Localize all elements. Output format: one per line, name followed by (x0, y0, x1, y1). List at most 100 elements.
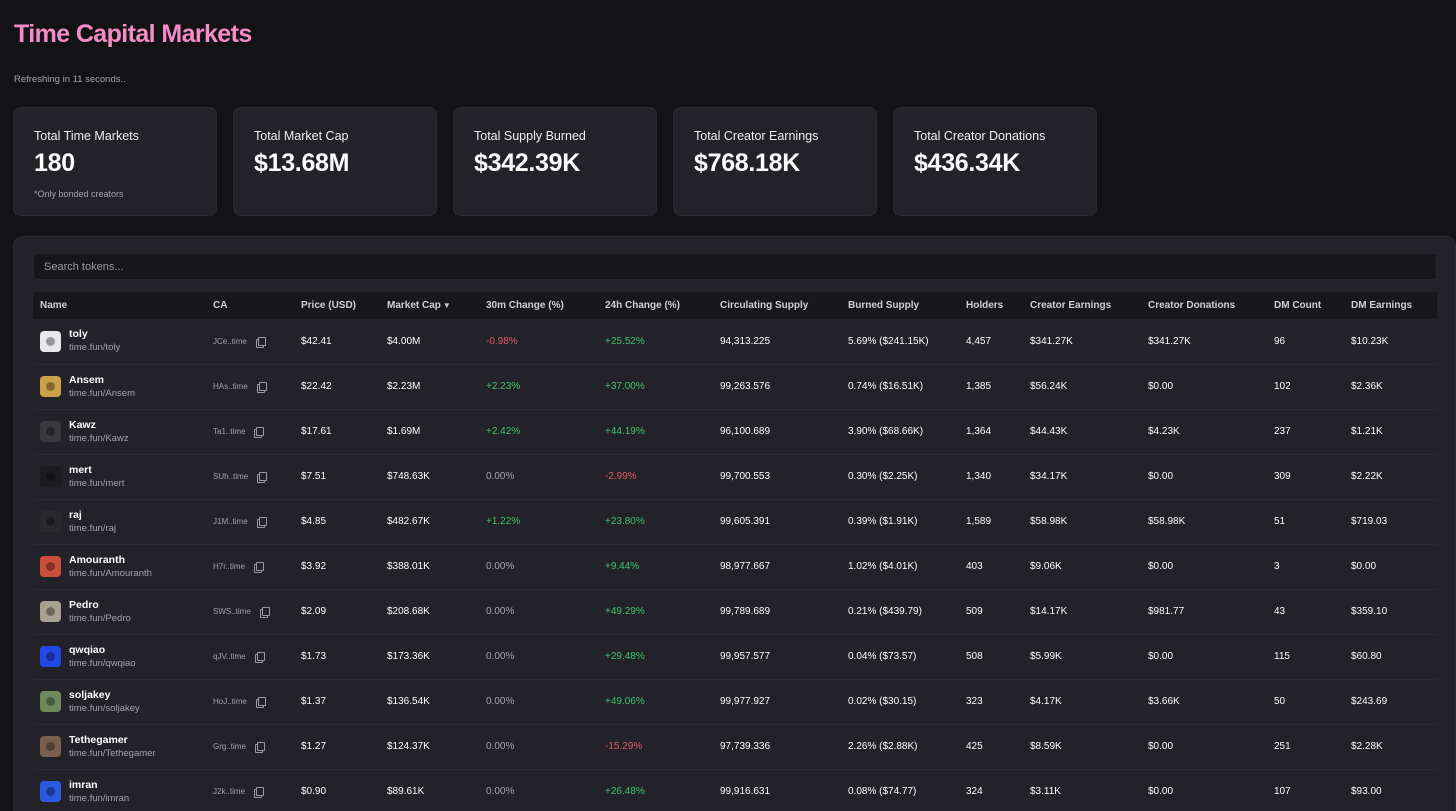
table-row[interactable]: Tethegamer time.fun/Tethegamer Grg..time $1… (33, 724, 1437, 769)
dm-count-cell: 251 (1274, 741, 1291, 752)
column-header-price[interactable]: Price (USD) (301, 300, 357, 311)
table-row[interactable]: imran time.fun/imran J2k..time $0.90 $89.61K… (33, 769, 1437, 811)
token-url[interactable]: time.fun/mert (69, 477, 125, 489)
stat-value: $13.68M (254, 149, 350, 177)
contract-address: Grg..time (213, 741, 246, 751)
dm-earnings-cell: $10.23K (1351, 335, 1389, 347)
stat-card-total-creator-earnings: Total Creator Earnings $768.18K (673, 107, 877, 216)
token-url[interactable]: time.fun/Kawz (69, 432, 129, 444)
contract-address-cell: JCe..time (206, 319, 294, 364)
burned-supply-cell: 0.04% ($73.57) (848, 651, 917, 662)
copy-icon[interactable] (259, 607, 270, 619)
table-row[interactable]: Amouranth time.fun/Amouranth H7r..time $3.9… (33, 544, 1437, 589)
column-header-dm-count[interactable]: DM Count (1274, 300, 1322, 311)
token-name[interactable]: soljakey (69, 688, 111, 701)
token-name[interactable]: mert (69, 463, 92, 476)
contract-address: J1M..time (213, 516, 248, 526)
circulating-supply-cell: 99,263.576 (720, 381, 771, 392)
stat-value: 180 (34, 149, 75, 177)
column-header-burned-supply[interactable]: Burned Supply (848, 300, 920, 311)
avatar (40, 736, 61, 757)
burned-supply-cell: 2.26% ($2.88K) (848, 741, 918, 752)
token-name[interactable]: imran (69, 778, 98, 791)
column-header-creator-donations[interactable]: Creator Donations (1148, 300, 1236, 311)
token-text: raj time.fun/raj (69, 508, 116, 536)
token-url[interactable]: time.fun/Tethegamer (69, 747, 156, 759)
token-name-cell: soljakey time.fun/soljakey (33, 679, 206, 724)
token-url[interactable]: time.fun/raj (69, 522, 116, 534)
avatar (40, 376, 61, 397)
token-identity: mert time.fun/mert (40, 463, 206, 491)
copy-icon[interactable] (254, 427, 265, 439)
token-identity: Amouranth time.fun/Amouranth (40, 553, 206, 581)
token-name[interactable]: Pedro (69, 598, 99, 611)
price-cell: $2.09 (301, 606, 327, 617)
column-header-creator-earnings[interactable]: Creator Earnings (1030, 300, 1112, 311)
dm-count-cell: 96 (1274, 335, 1286, 347)
burned-supply-cell: 0.02% ($30.15) (848, 696, 917, 707)
contract-address: JCe..time (213, 336, 247, 346)
table-row[interactable]: mert time.fun/mert SUh..time $7.51 $748.63K 0… (33, 454, 1437, 499)
search-input[interactable] (33, 253, 1437, 280)
copy-icon[interactable] (257, 472, 268, 484)
token-name[interactable]: qwqiao (69, 643, 106, 656)
token-url[interactable]: time.fun/imran (69, 792, 130, 804)
change-30m-cell: 0.00% (486, 606, 515, 617)
copy-icon[interactable] (254, 562, 265, 574)
holders-cell: 1,340 (966, 471, 992, 482)
market-cap-cell: $173.36K (387, 651, 430, 662)
copy-icon[interactable] (254, 787, 265, 799)
price-cell: $1.73 (301, 651, 327, 662)
table-row[interactable]: Ansem time.fun/Ansem HAs..time $22.42 $2.23M… (33, 364, 1437, 409)
token-url[interactable]: time.fun/toly (69, 342, 121, 354)
copy-icon[interactable] (255, 697, 266, 709)
token-text: imran time.fun/imran (69, 778, 129, 806)
market-cap-cell: $136.54K (387, 696, 430, 707)
column-header-holders[interactable]: Holders (966, 300, 1004, 311)
table-row[interactable]: toly time.fun/toly JCe..time $42.41 $4.00M -0… (33, 319, 1437, 364)
table-row[interactable]: soljakey time.fun/soljakey HoJ..time $1.37 $… (33, 679, 1437, 724)
token-name-cell: toly time.fun/toly (33, 319, 206, 364)
table-row[interactable]: Kawz time.fun/Kawz Ta1..time $17.61 $1.69M +2… (33, 409, 1437, 454)
copy-icon[interactable] (255, 336, 266, 348)
token-identity: Ansem time.fun/Ansem (40, 373, 206, 401)
creator-earnings-cell: $5.99K (1030, 651, 1062, 662)
token-name[interactable]: Tethegamer (69, 733, 128, 746)
token-text: soljakey time.fun/soljakey (69, 688, 140, 716)
token-url[interactable]: time.fun/Pedro (69, 612, 131, 624)
creator-donations-cell: $0.00 (1148, 651, 1174, 662)
token-url[interactable]: time.fun/Ansem (69, 387, 135, 399)
stat-note: *Only bonded creators (34, 189, 124, 199)
copy-icon[interactable] (256, 517, 267, 529)
table-row[interactable]: raj time.fun/raj J1M..time $4.85 $482.67K +1.… (33, 499, 1437, 544)
dm-earnings-cell: $243.69 (1351, 696, 1388, 707)
token-url[interactable]: time.fun/qwqiao (69, 657, 136, 669)
copy-icon[interactable] (256, 382, 267, 394)
creator-earnings-cell: $4.17K (1030, 696, 1062, 707)
token-url[interactable]: time.fun/soljakey (69, 702, 140, 714)
column-header-market-cap[interactable]: Market Cap ▼ (380, 292, 479, 319)
token-name[interactable]: Kawz (69, 418, 96, 431)
table-row[interactable]: qwqiao time.fun/qwqiao qJV..time $1.73 $173.… (33, 634, 1437, 679)
copy-icon[interactable] (254, 652, 265, 664)
token-name-cell: raj time.fun/raj (33, 499, 206, 544)
token-identity: Pedro time.fun/Pedro (40, 598, 206, 626)
creator-donations-cell: $0.00 (1148, 471, 1174, 482)
token-name[interactable]: raj (69, 508, 82, 521)
column-header-30m-change[interactable]: 30m Change (%) (486, 300, 564, 311)
copy-icon[interactable] (254, 742, 265, 754)
column-header-ca[interactable]: CA (213, 300, 228, 311)
token-name[interactable]: Ansem (69, 373, 105, 386)
column-header-name[interactable]: Name (40, 300, 68, 311)
price-cell: $22.42 (301, 381, 332, 392)
column-header-circulating-supply[interactable]: Circulating Supply (720, 300, 809, 311)
burned-supply-cell: 0.08% ($74.77) (848, 786, 917, 797)
holders-cell: 1,589 (966, 516, 992, 527)
token-url[interactable]: time.fun/Amouranth (69, 567, 152, 579)
column-header-dm-earnings[interactable]: DM Earnings (1351, 300, 1413, 311)
table-row[interactable]: Pedro time.fun/Pedro SWS..time $2.09 $208.68… (33, 589, 1437, 634)
token-name-cell: mert time.fun/mert (33, 454, 206, 499)
token-name[interactable]: toly (69, 328, 88, 341)
token-name[interactable]: Amouranth (69, 553, 125, 566)
column-header-24h-change[interactable]: 24h Change (%) (605, 300, 681, 311)
